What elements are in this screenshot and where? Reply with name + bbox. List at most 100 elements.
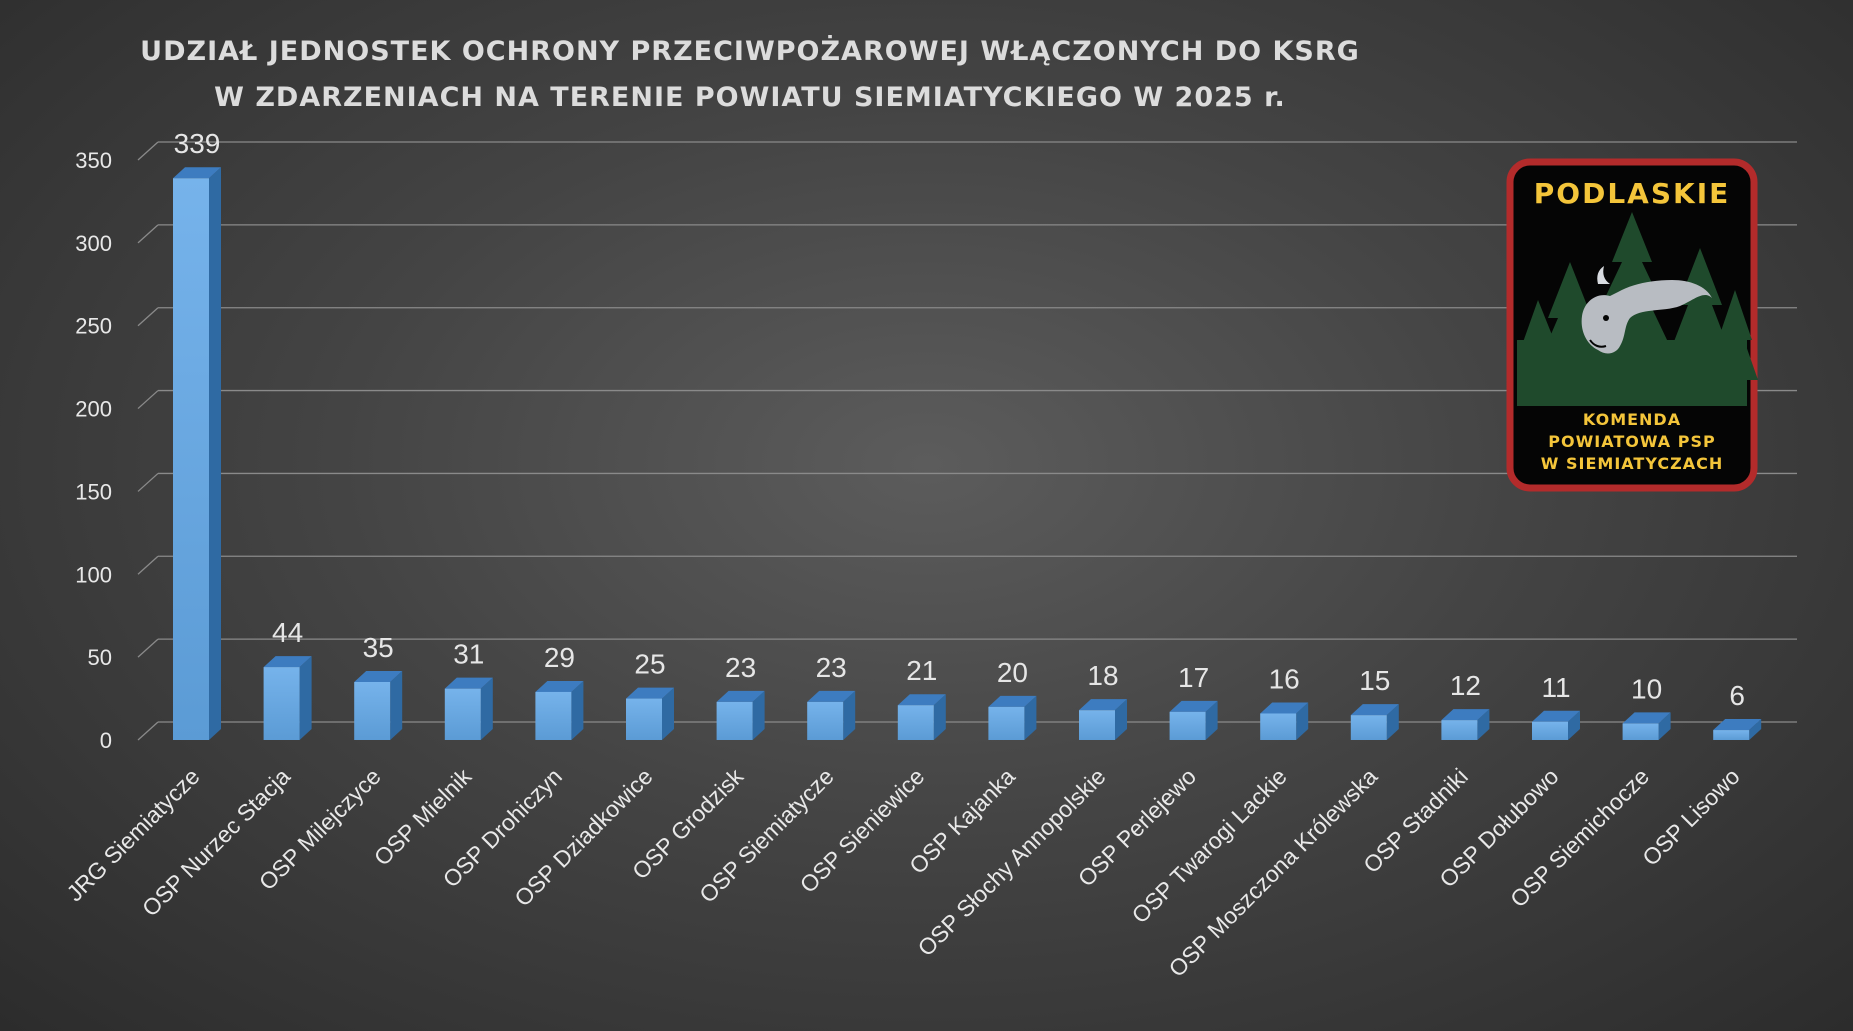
bar-top [535, 680, 584, 692]
bar [173, 167, 221, 740]
data-label: 11 [1541, 672, 1570, 703]
bar [1079, 699, 1127, 740]
bar-front [1260, 713, 1297, 740]
data-label: 31 [453, 639, 484, 670]
gridline-depth [137, 638, 159, 658]
data-label: 23 [816, 652, 847, 683]
data-label: 339 [174, 128, 221, 159]
y-tick-label: 350 [75, 148, 112, 173]
bar-front [354, 682, 391, 740]
bar-side [933, 694, 946, 740]
bar-front [1079, 710, 1115, 740]
bar [354, 671, 403, 740]
data-label: 20 [997, 657, 1028, 688]
gridline-depth [137, 390, 159, 410]
bar-side [662, 687, 674, 740]
data-labels: 339 44 35 31 29 25 23 23 21 20 18 17 16 15 12 11 10 6 [174, 128, 1745, 711]
data-label: 25 [634, 649, 665, 680]
gridline-depth [137, 224, 159, 244]
category-label: OSP Twarogi Lackie [1127, 763, 1292, 928]
bar-side [1386, 704, 1399, 740]
data-label: 15 [1359, 665, 1390, 696]
bar-front [1532, 721, 1568, 740]
data-label: 16 [1269, 663, 1300, 694]
bar [626, 687, 674, 740]
category-label: OSP Słochy Annopolskie [913, 763, 1111, 961]
y-axis-ticks: 0 50 100 150 200 250 300 350 [75, 148, 112, 753]
bar-side [480, 677, 493, 740]
gridline-depth [137, 141, 159, 161]
data-label: 17 [1178, 662, 1209, 693]
bars [173, 167, 1762, 740]
bar-top [1713, 719, 1762, 731]
bar-front [444, 688, 481, 740]
bar-side [299, 656, 312, 740]
bar-front [807, 701, 844, 740]
bar-side [571, 680, 584, 740]
bar [807, 690, 856, 740]
bar [535, 680, 584, 740]
y-tick-label: 100 [75, 562, 112, 587]
bar-top [897, 694, 946, 706]
bar-side [1205, 700, 1218, 740]
bar-top [988, 695, 1037, 707]
bar-front [263, 667, 300, 740]
gridline-depth [137, 307, 159, 327]
bar [1622, 712, 1671, 740]
bar [1713, 719, 1762, 740]
data-label: 44 [272, 617, 303, 648]
y-tick-label: 50 [88, 645, 112, 670]
bar-side [843, 690, 856, 740]
bar-top [173, 167, 221, 179]
bar [1169, 700, 1218, 740]
gridline-depth [137, 472, 159, 492]
bar-front [1350, 715, 1387, 740]
category-label: OSP Lisowo [1637, 763, 1745, 871]
data-label: 6 [1729, 680, 1745, 711]
bar-top [807, 690, 856, 702]
bar-top [1532, 710, 1580, 722]
bar-top [1350, 704, 1399, 716]
gridline-depth [137, 721, 159, 741]
bar [988, 695, 1037, 740]
bar-side [1115, 699, 1127, 740]
bar-front [1713, 730, 1750, 740]
data-label: 12 [1450, 670, 1481, 701]
bar [1350, 704, 1399, 740]
bar [263, 656, 312, 740]
data-label: 10 [1631, 673, 1662, 704]
bar-front [897, 705, 934, 740]
bar-front [535, 691, 572, 740]
bar-front [716, 701, 753, 740]
bar-side [1024, 695, 1037, 740]
bar-top [1079, 699, 1127, 711]
bar-side [209, 167, 221, 740]
bar [1260, 702, 1309, 740]
bar-front [1441, 720, 1478, 740]
data-label: 23 [725, 652, 756, 683]
bar-side [1296, 702, 1309, 740]
bar-top [1169, 700, 1218, 712]
chart-title-line-2: W ZDARZENIACH NA TERENIE POWIATU SIEMIAT… [214, 82, 1286, 113]
bar-front [626, 698, 662, 740]
bar [444, 677, 493, 740]
data-label: 18 [1087, 660, 1118, 691]
bar-top [263, 656, 312, 668]
bar [897, 694, 946, 740]
y-tick-label: 250 [75, 314, 112, 339]
bar-side [390, 671, 403, 740]
y-tick-label: 0 [100, 728, 112, 753]
bar-side [1568, 710, 1580, 740]
y-tick-label: 300 [75, 231, 112, 256]
bar-top [626, 687, 674, 699]
chart-title-line-1: UDZIAŁ JEDNOSTEK OCHRONY PRZECIWPOŻAROWE… [140, 35, 1360, 67]
badge-line-1: KOMENDA [1583, 410, 1681, 429]
bar-top [444, 677, 493, 689]
bar-front [1169, 711, 1206, 740]
y-tick-label: 150 [75, 479, 112, 504]
bar-side [1658, 712, 1671, 740]
gridline-depth [137, 555, 159, 575]
badge-title: PODLASKIE [1534, 177, 1731, 210]
bar-front [1622, 723, 1659, 740]
